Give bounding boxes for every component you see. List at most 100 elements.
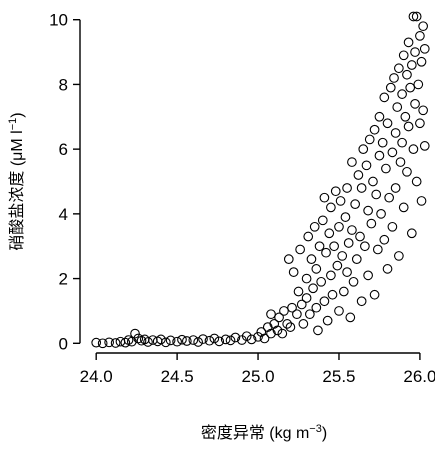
x-tick-label: 24.5 [161,367,194,386]
y-tick-label: 10 [49,11,68,30]
data-point [317,278,326,287]
data-point [189,336,198,345]
data-point [335,307,344,316]
data-point [401,112,410,121]
data-point [320,297,329,306]
data-point [396,158,405,167]
data-point [356,232,365,241]
data-point [336,197,345,206]
data-point [267,310,276,319]
data-point [409,145,418,154]
data-point [289,268,298,277]
data-point [399,203,408,212]
data-point [382,164,391,173]
data-point [361,242,370,251]
data-point [310,223,319,232]
data-point [417,197,426,206]
data-point [380,93,389,102]
data-point [161,338,170,347]
data-point [367,219,376,228]
data-point [302,294,311,303]
data-point [364,206,373,215]
data-point [357,184,366,193]
data-point [354,171,363,180]
data-point [346,313,355,322]
data-point [390,74,399,83]
data-point [352,255,361,264]
data-point [391,129,400,138]
data-point [364,271,373,280]
data-point [327,203,336,212]
x-axis-ticks: 24.0 24.5 25.0 25.5 26.0 [80,353,435,386]
data-point [375,112,384,121]
data-point [411,48,420,57]
data-point [419,22,428,31]
data-point [307,255,316,264]
data-point [411,100,420,109]
data-point [404,122,413,131]
data-point [420,45,429,54]
data-point [312,265,321,274]
data-point [403,70,412,79]
data-point [315,242,324,251]
data-point [322,248,331,257]
data-point [406,83,415,92]
data-point [327,271,336,280]
data-point [304,232,313,241]
data-point [312,303,321,312]
data-point [395,252,404,261]
data-point [416,32,425,41]
x-tick-label: 26.0 [403,367,435,386]
data-point [344,239,353,248]
data-point [386,83,395,92]
data-point [404,38,413,47]
data-point [408,61,417,70]
data-point [374,245,383,254]
data-point [325,229,334,238]
data-point [343,268,352,277]
data-point [296,245,305,254]
data-point [285,255,294,264]
data-point [330,242,339,251]
x-tick-label: 25.0 [241,367,274,386]
data-point [398,138,407,147]
data-point [309,284,318,293]
y-tick-label: 6 [59,140,68,159]
data-point [359,145,368,154]
data-point [378,138,387,147]
data-point [420,142,429,151]
y-axis-title-close: ) [9,112,26,117]
data-point [372,190,381,199]
data-point [335,223,344,232]
data-point [306,310,315,319]
data-point [414,80,423,89]
data-point [333,261,342,270]
y-axis-title: 硝酸盐浓度 (μM l−1) [7,112,26,250]
data-point [370,125,379,134]
y-axis-title-superscript: −1 [7,118,19,131]
y-axis-title-main: 硝酸盐浓度 (μM l [8,130,26,250]
data-point [280,307,289,316]
data-point [408,229,417,238]
data-point [226,336,235,345]
data-point [331,187,340,196]
data-point [365,135,374,144]
data-point [278,329,287,338]
data-point [338,252,347,261]
data-point [369,177,378,186]
x-axis-title: 密度异常 (kg m−3) [201,423,327,442]
data-point [173,337,182,346]
y-tick-label: 4 [59,205,68,224]
data-point [385,193,394,202]
data-point [393,103,402,112]
data-point [416,119,425,128]
data-point [348,158,357,167]
data-point [349,278,358,287]
data-point [388,148,397,157]
data-point [370,290,379,299]
y-tick-label: 8 [59,75,68,94]
data-point [302,274,311,283]
x-axis-title-main: 密度异常 (kg m [201,424,309,442]
